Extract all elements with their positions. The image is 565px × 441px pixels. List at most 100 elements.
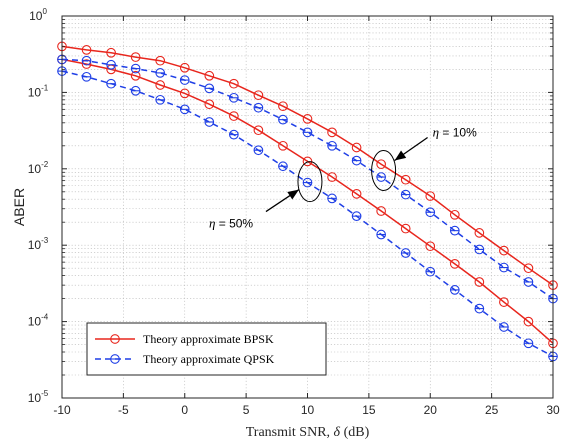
annotation-symbol: η (433, 125, 439, 140)
point-circle (425, 241, 436, 252)
data-point (376, 159, 387, 170)
data-point (278, 114, 288, 125)
data-point (229, 78, 239, 89)
point-circle (376, 206, 387, 216)
y-tick-base: 10 (28, 315, 42, 329)
annotation-label: η = 10% (433, 125, 477, 140)
data-point (523, 263, 534, 274)
y-tick-label: 10-2 (28, 160, 49, 176)
data-point (81, 45, 92, 55)
point-circle (523, 316, 534, 327)
data-point (179, 62, 190, 73)
data-point (400, 174, 411, 185)
x-tick-label: 25 (485, 403, 499, 417)
y-tick-exponent: -4 (41, 313, 49, 322)
point-circle (81, 59, 92, 69)
data-point (425, 191, 436, 201)
point-circle (130, 70, 141, 81)
y-tick-label: 100 (29, 7, 47, 23)
data-point (425, 241, 436, 252)
data-point (327, 172, 337, 182)
point-circle (474, 277, 485, 287)
data-point (376, 229, 387, 240)
data-point (130, 70, 141, 81)
y-tick-base: 10 (29, 9, 43, 23)
y-tick-base: 10 (28, 391, 42, 405)
data-point (155, 55, 166, 66)
data-point (327, 127, 337, 138)
data-point (400, 248, 411, 258)
data-point (229, 111, 239, 121)
data-point (351, 189, 362, 199)
legend-label: Theory approximate BPSK (143, 332, 274, 346)
point-circle (400, 223, 411, 234)
data-point (81, 71, 92, 82)
data-point (425, 266, 436, 277)
data-point (229, 92, 239, 103)
point-circle (449, 259, 460, 269)
x-tick-label: 20 (424, 403, 438, 417)
data-point (499, 297, 509, 307)
point-circle (204, 70, 215, 81)
point-circle (425, 191, 436, 201)
y-axis-label: ABER (11, 188, 27, 226)
series-line (61, 58, 554, 344)
data-point (253, 125, 264, 136)
data-point (155, 68, 166, 78)
annotation-arrow-head (287, 189, 299, 200)
y-tick-label: 10-5 (28, 389, 49, 405)
data-point (449, 285, 460, 295)
point-circle (327, 127, 337, 138)
point-circle (351, 142, 362, 153)
point-circle (253, 90, 264, 101)
series-line (61, 58, 554, 300)
data-point (81, 55, 92, 66)
point-circle (499, 245, 509, 256)
data-point (179, 75, 190, 85)
point-circle (327, 172, 337, 182)
data-point (400, 189, 411, 200)
y-tick-exponent: -5 (41, 389, 49, 398)
data-point (302, 127, 313, 138)
data-point (351, 155, 362, 166)
point-circle (229, 78, 239, 89)
legend-item: Theory approximate QPSK (95, 352, 275, 366)
x-axis-label-unit: (dB) (340, 425, 370, 440)
x-axis-label-symbol: δ (334, 425, 341, 440)
data-point (449, 259, 460, 269)
curves (61, 45, 554, 358)
data-point (278, 101, 288, 112)
x-axis-label: Transmit SNR, δ (dB) (246, 425, 370, 440)
y-tick-exponent: -2 (41, 160, 49, 169)
data-point (302, 114, 313, 124)
data-point (278, 161, 288, 172)
data-point (474, 228, 485, 238)
data-point (278, 140, 288, 151)
point-circle (499, 297, 509, 307)
data-point (130, 85, 141, 96)
point-circle (179, 62, 190, 73)
y-tick-base: 10 (28, 85, 42, 99)
data-point (155, 94, 166, 105)
data-point (376, 206, 387, 216)
data-point (81, 59, 92, 69)
data-point (204, 70, 215, 81)
data-point (106, 47, 116, 58)
point-circle (523, 263, 534, 274)
data-point (425, 207, 436, 218)
markers (57, 41, 558, 362)
data-point (253, 90, 264, 101)
data-point (449, 225, 460, 236)
data-point (400, 223, 411, 234)
data-point (229, 129, 239, 140)
data-point (499, 262, 509, 273)
x-tick-label: -5 (118, 403, 129, 417)
annotation-text: = 50% (215, 217, 253, 231)
legend-marker (110, 334, 120, 344)
data-point (253, 102, 264, 113)
data-point (204, 99, 215, 110)
point-circle (400, 174, 411, 185)
data-point (179, 104, 190, 115)
data-point (302, 177, 313, 188)
x-axis-label-text: Transmit SNR, (246, 425, 334, 440)
